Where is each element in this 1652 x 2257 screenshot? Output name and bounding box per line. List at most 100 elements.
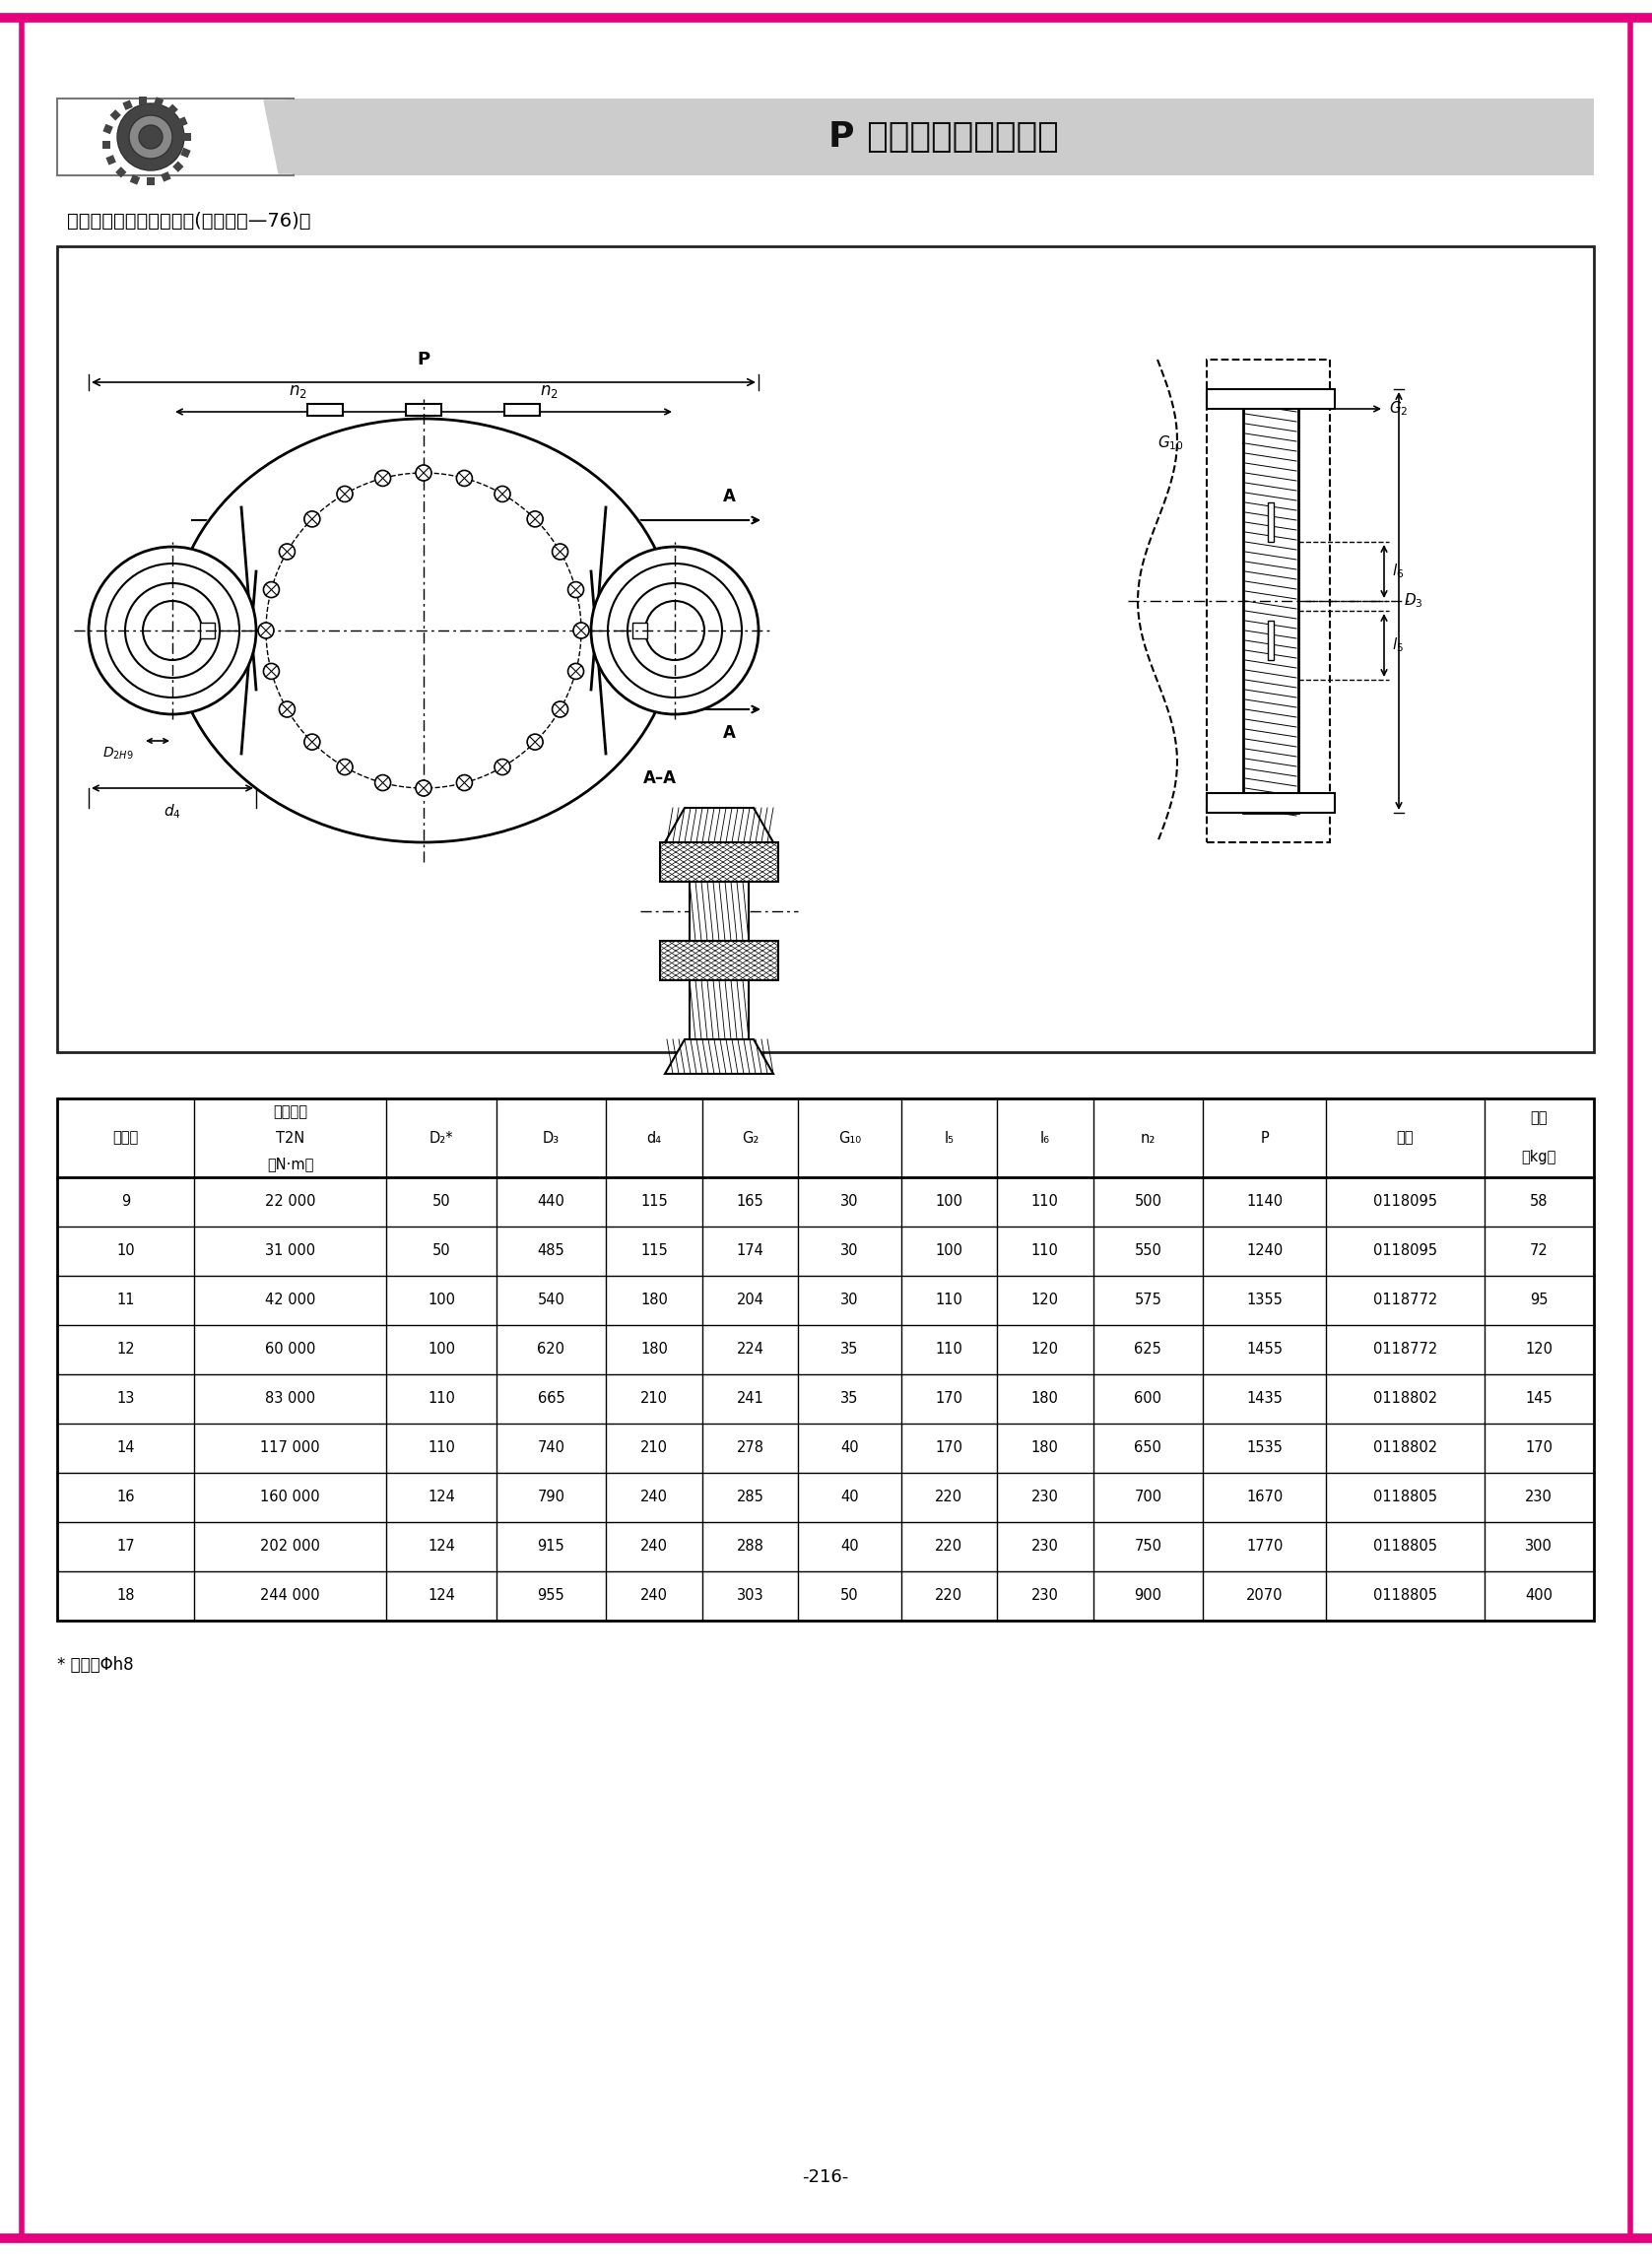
Bar — [689, 980, 748, 1038]
Text: 11: 11 — [117, 1293, 135, 1307]
Text: 650: 650 — [1135, 1440, 1161, 1456]
Text: 14: 14 — [117, 1440, 135, 1456]
Text: 124: 124 — [428, 1589, 454, 1602]
Text: 100: 100 — [935, 1194, 963, 1210]
Text: 衬套: 衬套 — [1396, 1131, 1414, 1144]
Text: 100: 100 — [428, 1343, 454, 1356]
Text: 540: 540 — [537, 1293, 565, 1307]
Text: 625: 625 — [1135, 1343, 1161, 1356]
Text: 170: 170 — [935, 1440, 963, 1456]
Text: 许用扭矩: 许用扭矩 — [273, 1104, 307, 1119]
Text: 31 000: 31 000 — [266, 1244, 316, 1259]
Text: 规　格: 规 格 — [112, 1131, 139, 1144]
Text: d₄: d₄ — [646, 1131, 661, 1144]
Bar — [102, 140, 111, 149]
Text: 440: 440 — [537, 1194, 565, 1210]
Text: n₂: n₂ — [1140, 1131, 1155, 1144]
Text: 110: 110 — [935, 1293, 963, 1307]
Text: 0118802: 0118802 — [1373, 1393, 1437, 1406]
Text: 1455: 1455 — [1246, 1343, 1284, 1356]
Text: 40: 40 — [841, 1440, 859, 1456]
Text: 170: 170 — [1525, 1440, 1553, 1456]
Text: 180: 180 — [1031, 1440, 1059, 1456]
Text: 240: 240 — [641, 1539, 667, 1555]
Text: $G_2$: $G_2$ — [1389, 399, 1408, 418]
Text: 240: 240 — [641, 1589, 667, 1602]
Text: 220: 220 — [935, 1539, 963, 1555]
Text: 83 000: 83 000 — [266, 1393, 316, 1406]
Text: 110: 110 — [428, 1440, 454, 1456]
Circle shape — [337, 485, 352, 501]
Text: 210: 210 — [641, 1440, 667, 1456]
Text: 241: 241 — [737, 1393, 763, 1406]
Bar — [58, 1099, 1594, 1621]
Text: 400: 400 — [1525, 1589, 1553, 1602]
Text: 12: 12 — [117, 1343, 135, 1356]
Text: 带橡胶衬套的双向扭力臂(附件代号—76)：: 带橡胶衬套的双向扭力臂(附件代号—76)： — [68, 212, 311, 230]
Text: A: A — [722, 488, 735, 506]
Text: 1355: 1355 — [1246, 1293, 1282, 1307]
Circle shape — [416, 781, 431, 797]
Bar — [58, 99, 294, 176]
Text: G₁₀: G₁₀ — [838, 1131, 861, 1144]
Circle shape — [304, 734, 320, 749]
Text: 204: 204 — [737, 1293, 763, 1307]
Circle shape — [456, 774, 472, 790]
Text: $G_{10}$: $G_{10}$ — [1158, 433, 1184, 454]
Circle shape — [375, 774, 390, 790]
Text: 165: 165 — [737, 1194, 763, 1210]
Circle shape — [527, 734, 544, 749]
Text: 117 000: 117 000 — [261, 1440, 320, 1456]
Text: 180: 180 — [1031, 1393, 1059, 1406]
Text: 900: 900 — [1135, 1589, 1161, 1602]
Text: 0118095: 0118095 — [1373, 1194, 1437, 1210]
Bar — [661, 941, 778, 980]
Bar — [160, 172, 172, 183]
Text: 1770: 1770 — [1246, 1539, 1284, 1555]
Bar — [102, 124, 112, 133]
Text: 790: 790 — [537, 1490, 565, 1505]
Text: 115: 115 — [641, 1244, 667, 1259]
Bar — [139, 97, 147, 104]
Text: P: P — [416, 350, 430, 368]
Text: 180: 180 — [641, 1293, 667, 1307]
Polygon shape — [264, 102, 334, 174]
Text: 220: 220 — [935, 1589, 963, 1602]
Text: 100: 100 — [935, 1244, 963, 1259]
Text: 230: 230 — [1031, 1539, 1059, 1555]
Bar — [406, 404, 441, 415]
Polygon shape — [350, 102, 420, 174]
Bar — [307, 404, 344, 415]
Text: 955: 955 — [537, 1589, 565, 1602]
Text: A: A — [722, 724, 735, 743]
Text: 110: 110 — [428, 1393, 454, 1406]
Bar — [1206, 388, 1335, 409]
Text: 1140: 1140 — [1246, 1194, 1284, 1210]
Text: 30: 30 — [841, 1194, 859, 1210]
Bar — [147, 178, 155, 185]
Bar — [122, 99, 132, 111]
Text: 重量: 重量 — [1530, 1110, 1548, 1126]
Text: 230: 230 — [1031, 1490, 1059, 1505]
Text: 750: 750 — [1135, 1539, 1161, 1555]
Text: 620: 620 — [537, 1343, 565, 1356]
Polygon shape — [307, 102, 377, 174]
Text: 60 000: 60 000 — [264, 1343, 316, 1356]
Text: 174: 174 — [737, 1244, 763, 1259]
Circle shape — [258, 623, 274, 639]
Text: 110: 110 — [935, 1343, 963, 1356]
Bar — [58, 246, 1594, 1052]
Circle shape — [263, 582, 279, 598]
Bar — [58, 99, 1594, 176]
Text: 740: 740 — [537, 1440, 565, 1456]
Bar — [200, 623, 215, 639]
Text: 50: 50 — [433, 1244, 451, 1259]
Text: 0118772: 0118772 — [1373, 1343, 1437, 1356]
Text: $d_4$: $d_4$ — [164, 801, 182, 819]
Text: 30: 30 — [841, 1244, 859, 1259]
Text: $n_2$: $n_2$ — [540, 381, 558, 399]
Text: 40: 40 — [841, 1490, 859, 1505]
Text: 42 000: 42 000 — [264, 1293, 316, 1307]
Bar — [689, 882, 748, 941]
Bar — [1206, 359, 1330, 842]
